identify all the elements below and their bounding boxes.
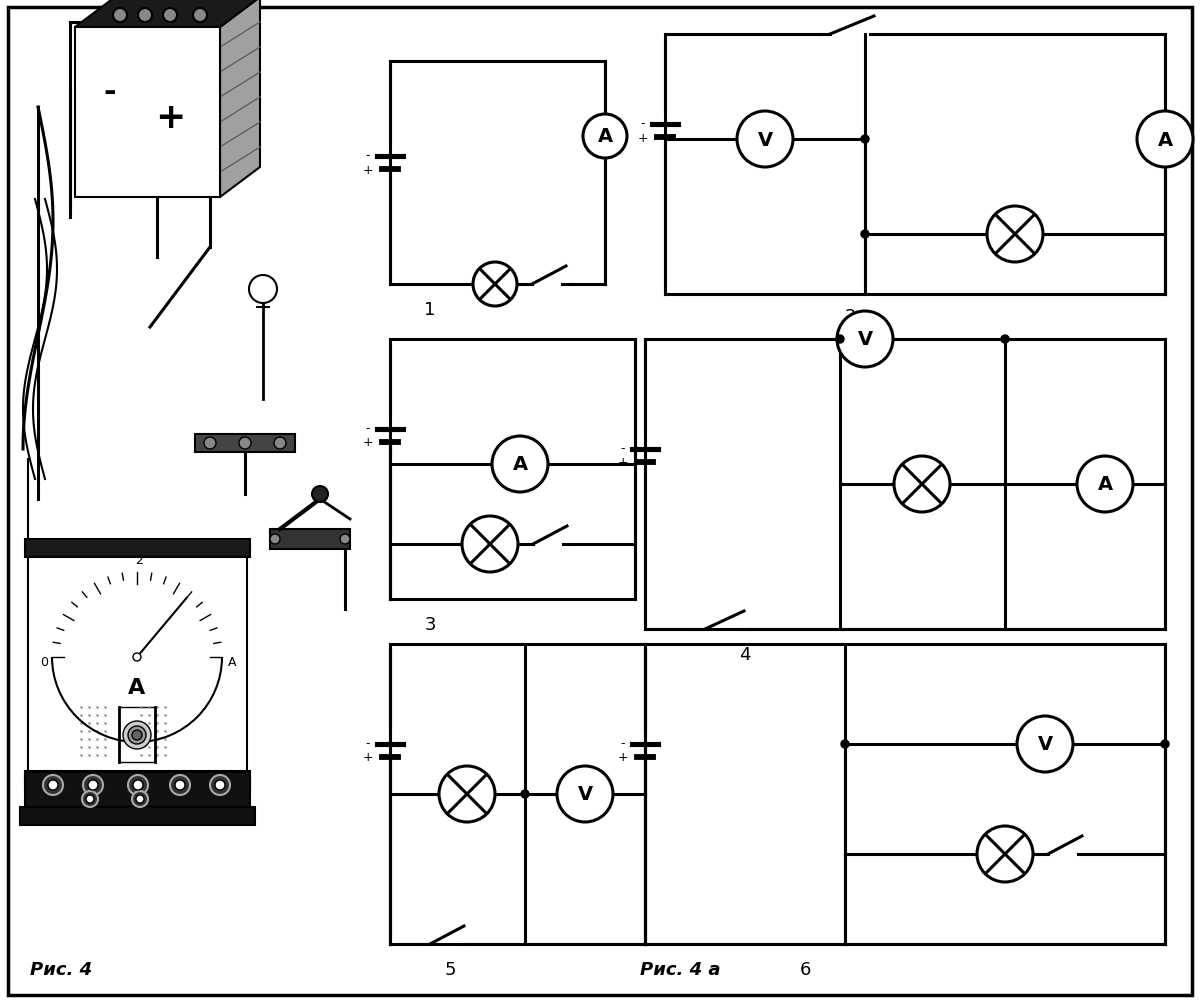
Text: +: +: [362, 751, 373, 763]
Circle shape: [836, 336, 844, 344]
Circle shape: [124, 721, 151, 749]
Text: A: A: [1158, 130, 1172, 149]
Circle shape: [48, 780, 58, 790]
Text: -: -: [366, 149, 371, 162]
Circle shape: [175, 780, 185, 790]
Circle shape: [492, 436, 548, 492]
Circle shape: [133, 653, 142, 661]
Circle shape: [737, 112, 793, 168]
Text: Рис. 4: Рис. 4: [30, 960, 92, 978]
Circle shape: [521, 790, 529, 798]
Bar: [28, 558, 247, 771]
Text: V: V: [577, 784, 593, 803]
Text: -: -: [366, 737, 371, 750]
Circle shape: [439, 766, 496, 822]
Circle shape: [136, 795, 144, 803]
Text: 1: 1: [425, 301, 436, 319]
Text: 5: 5: [444, 960, 456, 978]
Circle shape: [86, 795, 94, 803]
Circle shape: [838, 312, 893, 368]
Bar: [76, 28, 220, 198]
Text: -: -: [366, 422, 371, 435]
Text: +: +: [362, 436, 373, 449]
Text: 2: 2: [845, 308, 856, 326]
Circle shape: [88, 780, 98, 790]
Text: +: +: [637, 131, 648, 144]
Text: -: -: [620, 737, 625, 750]
Text: 4: 4: [739, 645, 751, 663]
Circle shape: [312, 486, 328, 503]
Circle shape: [82, 791, 98, 807]
Text: +: +: [618, 456, 629, 469]
Circle shape: [113, 9, 127, 23]
Text: Рис. 4 a: Рис. 4 a: [640, 960, 720, 978]
Text: A: A: [128, 677, 145, 697]
Circle shape: [215, 780, 226, 790]
Circle shape: [1162, 740, 1169, 748]
Circle shape: [977, 826, 1033, 882]
Text: -: -: [641, 117, 646, 130]
Circle shape: [862, 231, 869, 239]
Circle shape: [193, 9, 208, 23]
Circle shape: [274, 437, 286, 449]
Bar: [25, 540, 250, 558]
Circle shape: [557, 766, 613, 822]
Text: V: V: [858, 330, 872, 349]
Text: V: V: [1038, 735, 1052, 753]
Text: 6: 6: [799, 960, 811, 978]
Circle shape: [473, 263, 517, 307]
Text: A: A: [228, 656, 236, 669]
Bar: [25, 772, 250, 807]
Circle shape: [210, 775, 230, 795]
Circle shape: [83, 775, 103, 795]
Circle shape: [1018, 716, 1073, 772]
Circle shape: [138, 9, 152, 23]
Circle shape: [43, 775, 64, 795]
Bar: [20, 807, 256, 825]
Polygon shape: [220, 0, 260, 198]
Circle shape: [986, 207, 1043, 263]
Text: +: +: [618, 751, 629, 763]
Circle shape: [1138, 112, 1193, 168]
Circle shape: [894, 456, 950, 513]
Circle shape: [841, 740, 850, 748]
Circle shape: [583, 115, 628, 158]
Text: 0: 0: [40, 656, 48, 669]
Text: 2: 2: [136, 554, 143, 567]
Bar: [196, 434, 295, 452]
Text: V: V: [757, 130, 773, 149]
Circle shape: [128, 726, 146, 744]
Circle shape: [1001, 336, 1009, 344]
Bar: [25, 771, 250, 789]
Bar: [119, 707, 155, 762]
Circle shape: [128, 775, 148, 795]
Polygon shape: [76, 0, 260, 28]
Circle shape: [170, 775, 190, 795]
Circle shape: [132, 791, 148, 807]
Circle shape: [163, 9, 178, 23]
Circle shape: [862, 135, 869, 143]
Text: A: A: [598, 127, 612, 146]
Text: -: -: [103, 78, 116, 107]
Circle shape: [132, 730, 142, 740]
Text: A: A: [512, 455, 528, 474]
Text: A: A: [1098, 475, 1112, 494]
Text: +: +: [155, 101, 185, 134]
Text: +: +: [362, 163, 373, 177]
Circle shape: [250, 276, 277, 304]
Circle shape: [340, 535, 350, 545]
Bar: [270, 530, 350, 550]
Text: -: -: [620, 442, 625, 455]
Circle shape: [133, 780, 143, 790]
Circle shape: [1078, 456, 1133, 513]
Circle shape: [270, 535, 280, 545]
Circle shape: [462, 517, 518, 573]
Circle shape: [204, 437, 216, 449]
Text: 3: 3: [425, 616, 436, 633]
Circle shape: [239, 437, 251, 449]
